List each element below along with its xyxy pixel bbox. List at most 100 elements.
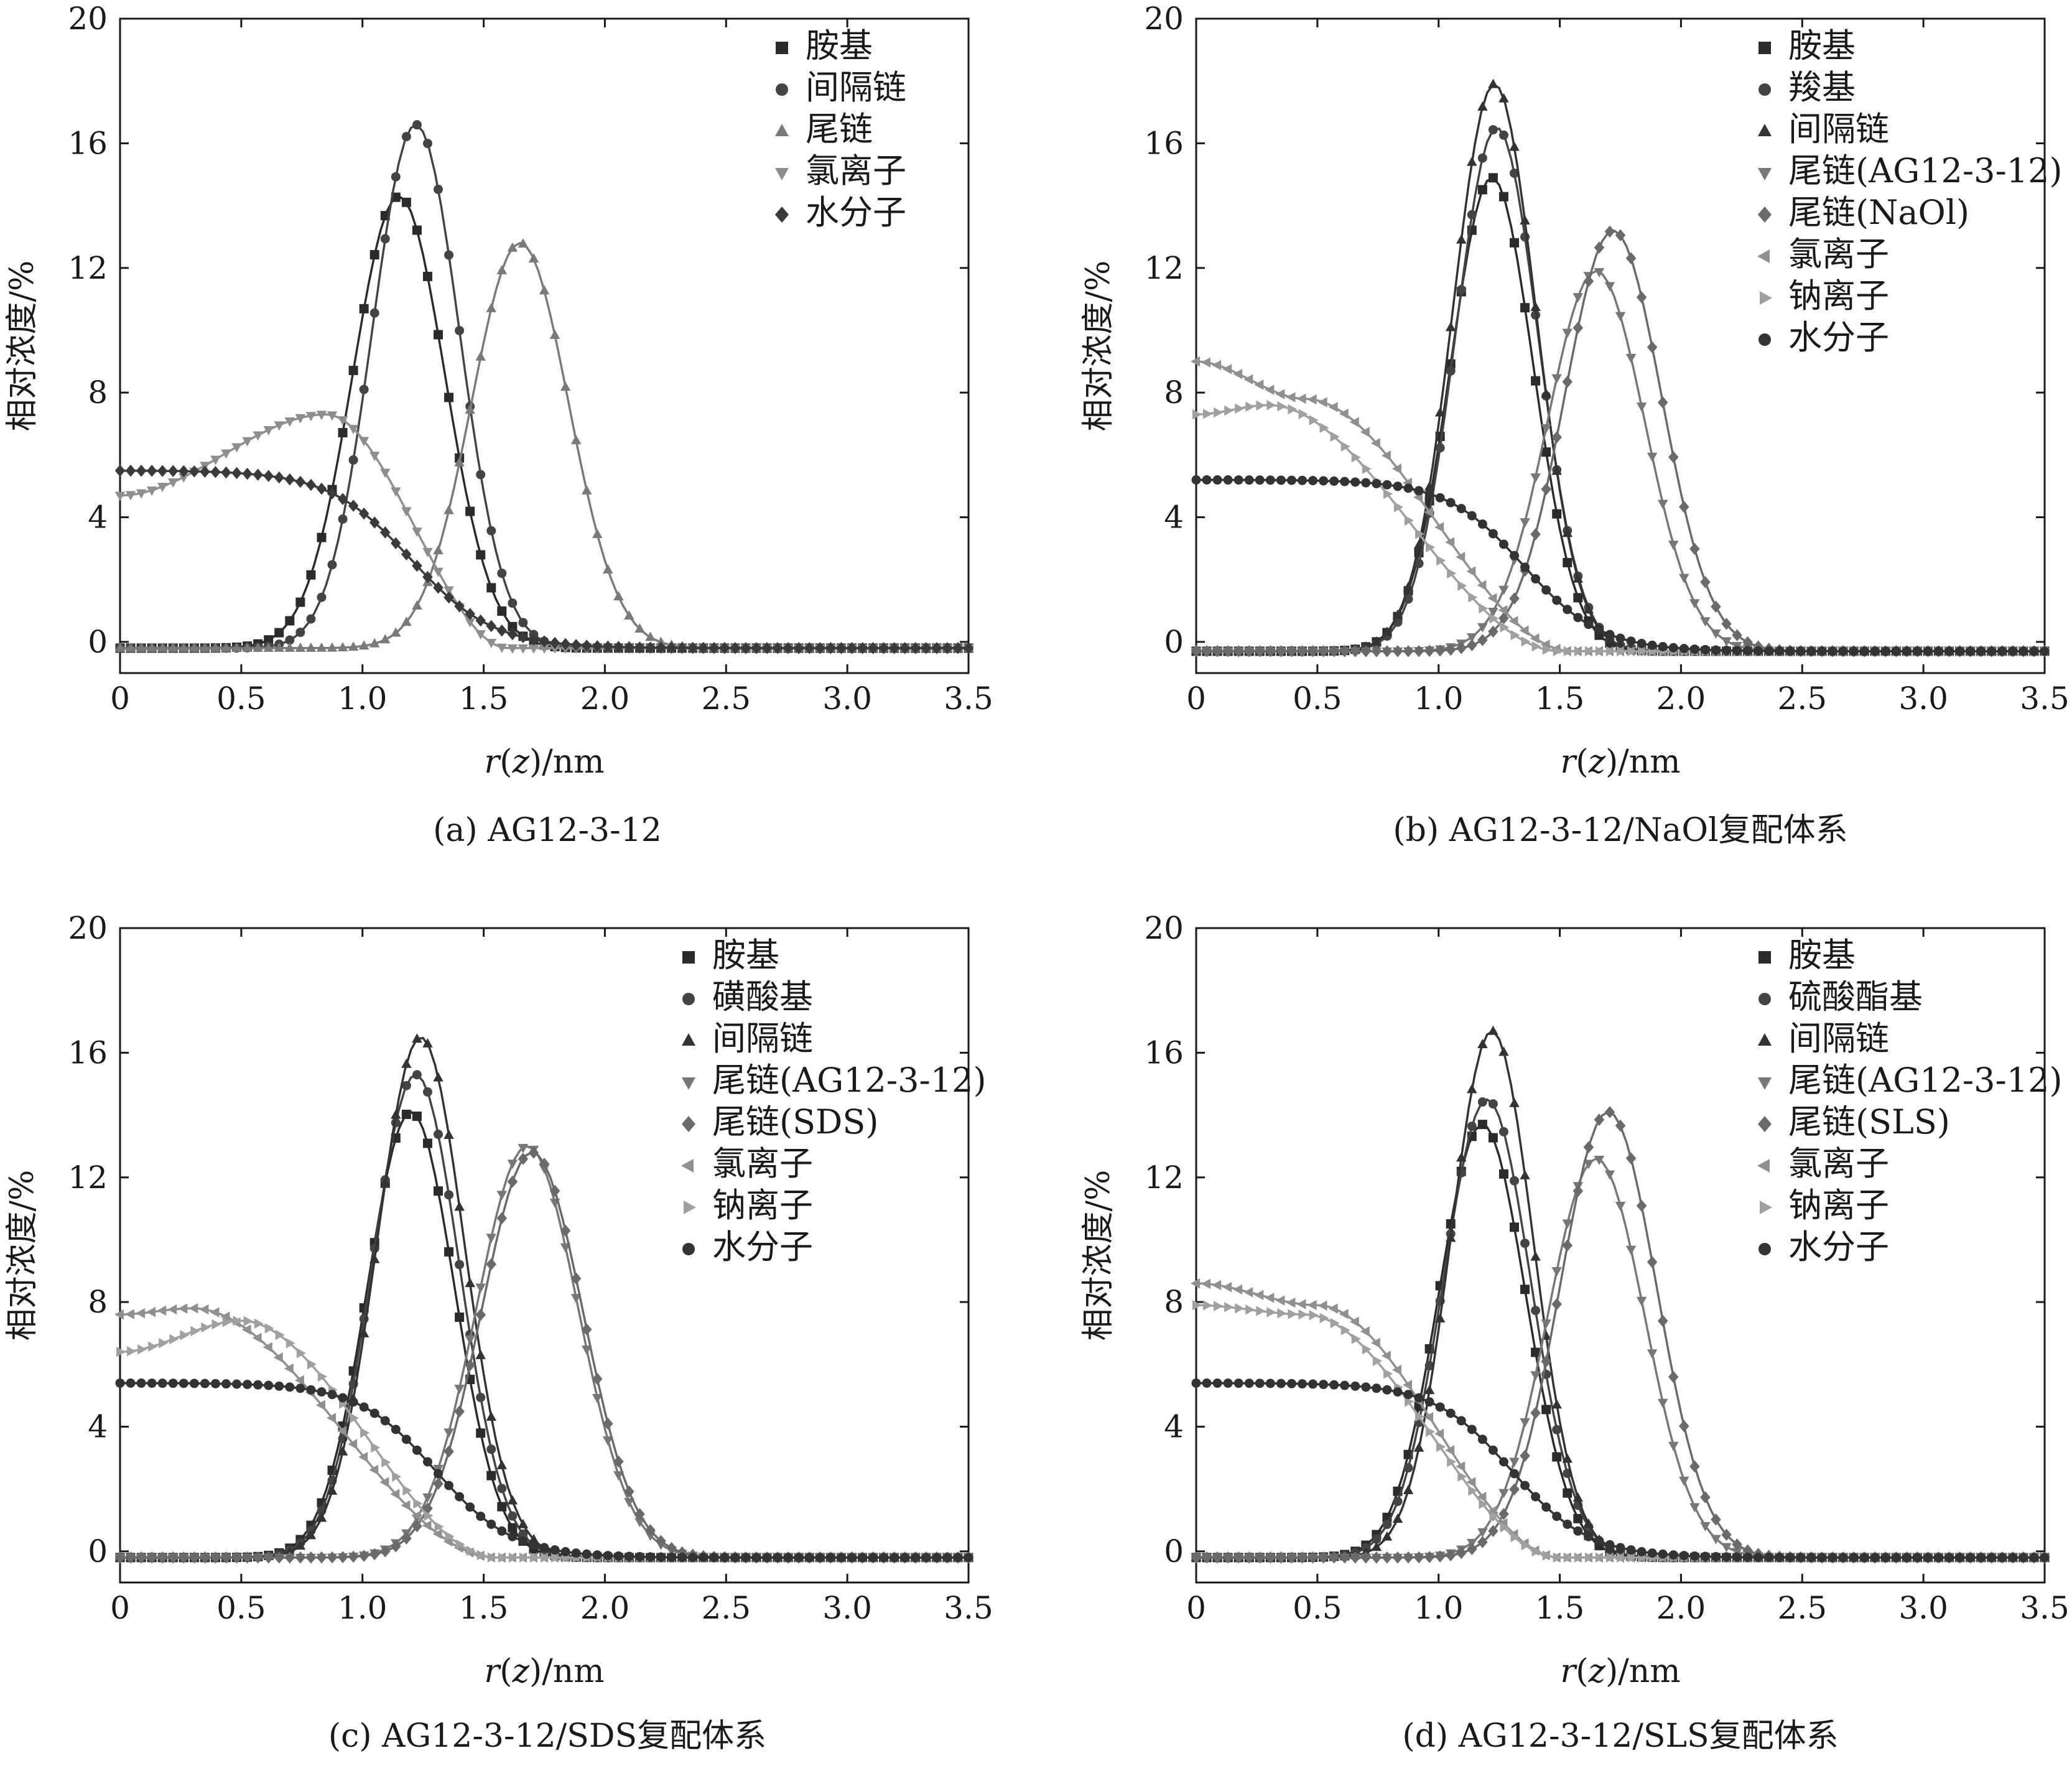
data-point bbox=[179, 1378, 188, 1388]
data-point bbox=[1498, 1127, 1508, 1136]
data-point bbox=[1382, 1385, 1392, 1395]
data-point bbox=[1721, 637, 1732, 647]
legend-marker bbox=[682, 1033, 695, 1046]
data-point bbox=[1361, 478, 1371, 488]
data-point bbox=[1520, 1449, 1530, 1462]
series-line bbox=[119, 413, 969, 649]
data-point bbox=[1498, 93, 1509, 103]
data-point bbox=[964, 1553, 973, 1563]
data-point bbox=[159, 1337, 169, 1349]
data-point bbox=[1467, 156, 1477, 166]
data-point bbox=[953, 1553, 963, 1563]
data-point bbox=[1328, 1303, 1338, 1314]
data-point bbox=[434, 1522, 444, 1532]
data-point bbox=[243, 1380, 253, 1390]
data-point bbox=[1307, 394, 1317, 405]
data-point bbox=[1488, 1525, 1498, 1537]
data-point bbox=[879, 1553, 889, 1563]
data-point bbox=[1212, 645, 1223, 658]
data-point bbox=[1286, 645, 1297, 658]
data-point bbox=[1617, 646, 1626, 657]
data-point bbox=[496, 1191, 508, 1201]
x-tick-label: 3.0 bbox=[1898, 681, 1948, 717]
data-point bbox=[507, 242, 518, 252]
data-point bbox=[1382, 626, 1393, 636]
data-point bbox=[804, 1553, 814, 1563]
series-line bbox=[1196, 229, 2045, 653]
data-point bbox=[168, 1378, 178, 1388]
data-point bbox=[337, 1446, 348, 1456]
data-point bbox=[455, 1260, 465, 1270]
data-point bbox=[1371, 636, 1382, 646]
data-point bbox=[1265, 645, 1276, 658]
data-point bbox=[2040, 1553, 2050, 1563]
data-point bbox=[443, 1536, 453, 1547]
data-point bbox=[422, 1457, 432, 1467]
data-point bbox=[1573, 293, 1584, 303]
data-point bbox=[1477, 1097, 1487, 1107]
data-point bbox=[1530, 473, 1541, 483]
data-point bbox=[1235, 1303, 1245, 1314]
data-point bbox=[1700, 1491, 1711, 1503]
series-1 bbox=[1191, 1097, 2050, 1563]
data-point bbox=[1434, 407, 1446, 417]
data-point bbox=[1372, 1355, 1382, 1367]
data-point bbox=[1445, 1549, 1456, 1562]
data-point bbox=[275, 1329, 285, 1341]
data-point bbox=[1360, 1551, 1372, 1564]
y-tick-label: 0 bbox=[88, 624, 108, 660]
data-point bbox=[1477, 634, 1488, 646]
data-point bbox=[1849, 646, 1859, 656]
data-point bbox=[1424, 507, 1434, 518]
data-point bbox=[645, 1524, 656, 1536]
data-point bbox=[1902, 646, 1912, 656]
data-point bbox=[1551, 1298, 1562, 1311]
data-point bbox=[1679, 501, 1689, 513]
data-point bbox=[337, 416, 348, 426]
data-point bbox=[613, 591, 624, 601]
data-point bbox=[1657, 396, 1668, 409]
data-point bbox=[1339, 1551, 1350, 1564]
x-tick-label: 3.5 bbox=[944, 681, 993, 717]
data-point bbox=[1721, 1528, 1732, 1541]
data-point bbox=[475, 351, 486, 361]
data-point bbox=[1340, 441, 1350, 452]
data-point bbox=[1775, 646, 1785, 656]
data-point bbox=[315, 1400, 325, 1411]
data-point bbox=[1212, 1378, 1222, 1388]
data-point bbox=[1657, 500, 1668, 509]
series-line bbox=[1196, 1123, 2045, 1559]
series-line bbox=[119, 469, 969, 649]
data-point bbox=[550, 1545, 560, 1555]
data-point bbox=[1424, 644, 1435, 658]
legend-label: 水分子 bbox=[806, 193, 906, 232]
data-point bbox=[1541, 388, 1551, 398]
data-point bbox=[433, 567, 444, 577]
data-point bbox=[815, 642, 825, 654]
series-1 bbox=[115, 1070, 973, 1563]
data-point bbox=[1403, 1463, 1413, 1473]
data-point bbox=[528, 633, 539, 646]
data-point bbox=[434, 1186, 443, 1196]
data-point bbox=[613, 1551, 623, 1561]
data-point bbox=[444, 250, 454, 260]
data-point bbox=[327, 1390, 337, 1400]
data-point bbox=[1498, 612, 1509, 625]
x-tick-label: 2.0 bbox=[1656, 681, 1706, 717]
data-point bbox=[1764, 1553, 1774, 1563]
data-point bbox=[518, 1529, 528, 1539]
data-point bbox=[1498, 130, 1508, 140]
data-point bbox=[1637, 638, 1647, 648]
data-point bbox=[1955, 1553, 1965, 1563]
data-point bbox=[624, 641, 634, 654]
data-point bbox=[455, 1492, 465, 1502]
data-point bbox=[264, 635, 274, 645]
data-point bbox=[1541, 1319, 1551, 1329]
data-point bbox=[1923, 646, 1933, 656]
data-point bbox=[1700, 575, 1711, 588]
data-point bbox=[942, 642, 953, 654]
data-point bbox=[412, 1070, 422, 1080]
x-tick-label: 1.0 bbox=[338, 681, 388, 717]
data-point bbox=[1658, 1549, 1668, 1559]
